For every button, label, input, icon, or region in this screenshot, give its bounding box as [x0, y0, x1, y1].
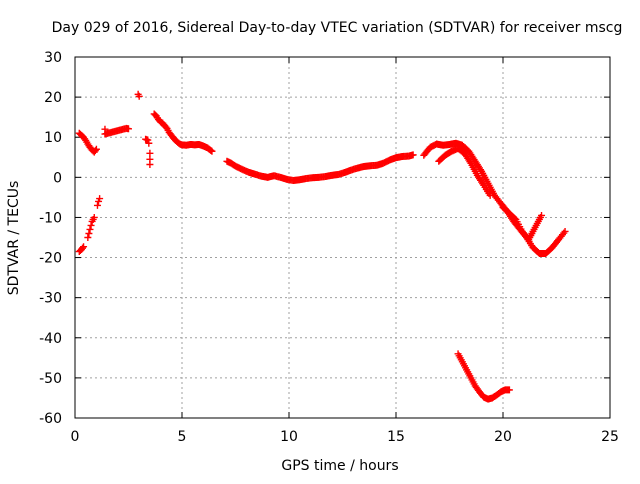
data-point — [87, 221, 95, 229]
data-point — [84, 234, 92, 241]
data-point — [90, 213, 98, 221]
series-segment-rise-1 — [84, 213, 98, 241]
series-segment-dip-lower — [435, 144, 494, 199]
data-point — [208, 147, 216, 155]
data-point — [146, 160, 154, 168]
series-segment-dip-tail — [499, 203, 546, 244]
data-point — [78, 244, 86, 252]
series-segment-isolated-3 — [142, 135, 154, 168]
series-segment-isolated-1 — [101, 124, 132, 138]
series-segment-long-decline — [223, 151, 417, 185]
x-tick-label: 10 — [280, 429, 298, 445]
tick-labels: 0 5 10 15 20 25 -60 -50 -40 -30 -20 -10 0 10 20 30 — [39, 50, 619, 445]
x-tick-label: 15 — [387, 429, 405, 445]
y-axis-label: SDTVAR / TECUs — [6, 181, 22, 296]
data-point — [144, 136, 152, 144]
series-segment-start-high — [75, 129, 100, 156]
data-point — [145, 139, 153, 147]
data-point — [146, 149, 154, 157]
data-point — [207, 146, 215, 154]
data-points — [75, 90, 569, 403]
grid — [75, 57, 610, 418]
data-point — [409, 151, 417, 159]
y-tick-label: 20 — [44, 90, 62, 106]
y-tick-label: 10 — [44, 130, 62, 146]
y-tick-label: -20 — [39, 251, 62, 267]
series-segment-start-low — [75, 243, 88, 256]
data-point — [85, 229, 93, 237]
data-point — [486, 191, 494, 199]
y-tick-label: -60 — [39, 411, 62, 427]
y-tick-label: 0 — [53, 170, 62, 186]
y-tick-label: -30 — [39, 291, 62, 307]
data-point — [561, 227, 569, 235]
x-tick-label: 20 — [494, 429, 512, 445]
data-point — [80, 243, 88, 251]
x-tick-label: 25 — [601, 429, 619, 445]
data-point — [135, 92, 143, 100]
x-tick-label: 0 — [71, 429, 80, 445]
data-point — [92, 145, 100, 153]
plot-frame — [74, 56, 611, 419]
x-axis-label: GPS time / hours — [281, 458, 398, 474]
data-point — [125, 125, 132, 133]
data-point — [505, 386, 513, 394]
x-tick-label: 5 — [178, 429, 187, 445]
data-point — [91, 147, 99, 155]
y-tick-label: -10 — [39, 210, 62, 226]
data-point — [93, 201, 101, 209]
y-tick-label: -40 — [39, 331, 62, 347]
data-point — [538, 211, 546, 219]
y-tick-label: -50 — [39, 371, 62, 387]
chart-title: Day 029 of 2016, Sidereal Day-to-day VTE… — [52, 20, 623, 36]
series-segment-rise-2 — [93, 195, 104, 209]
series-segment-dip-upper — [420, 139, 569, 258]
series-segment-isolated-2 — [134, 90, 143, 100]
data-point — [96, 195, 104, 203]
data-point — [560, 229, 568, 237]
series-segment-hump — [150, 110, 216, 155]
data-point — [86, 225, 94, 233]
series-segment-outlier-arc — [454, 350, 513, 403]
y-tick-label: 30 — [44, 50, 62, 66]
